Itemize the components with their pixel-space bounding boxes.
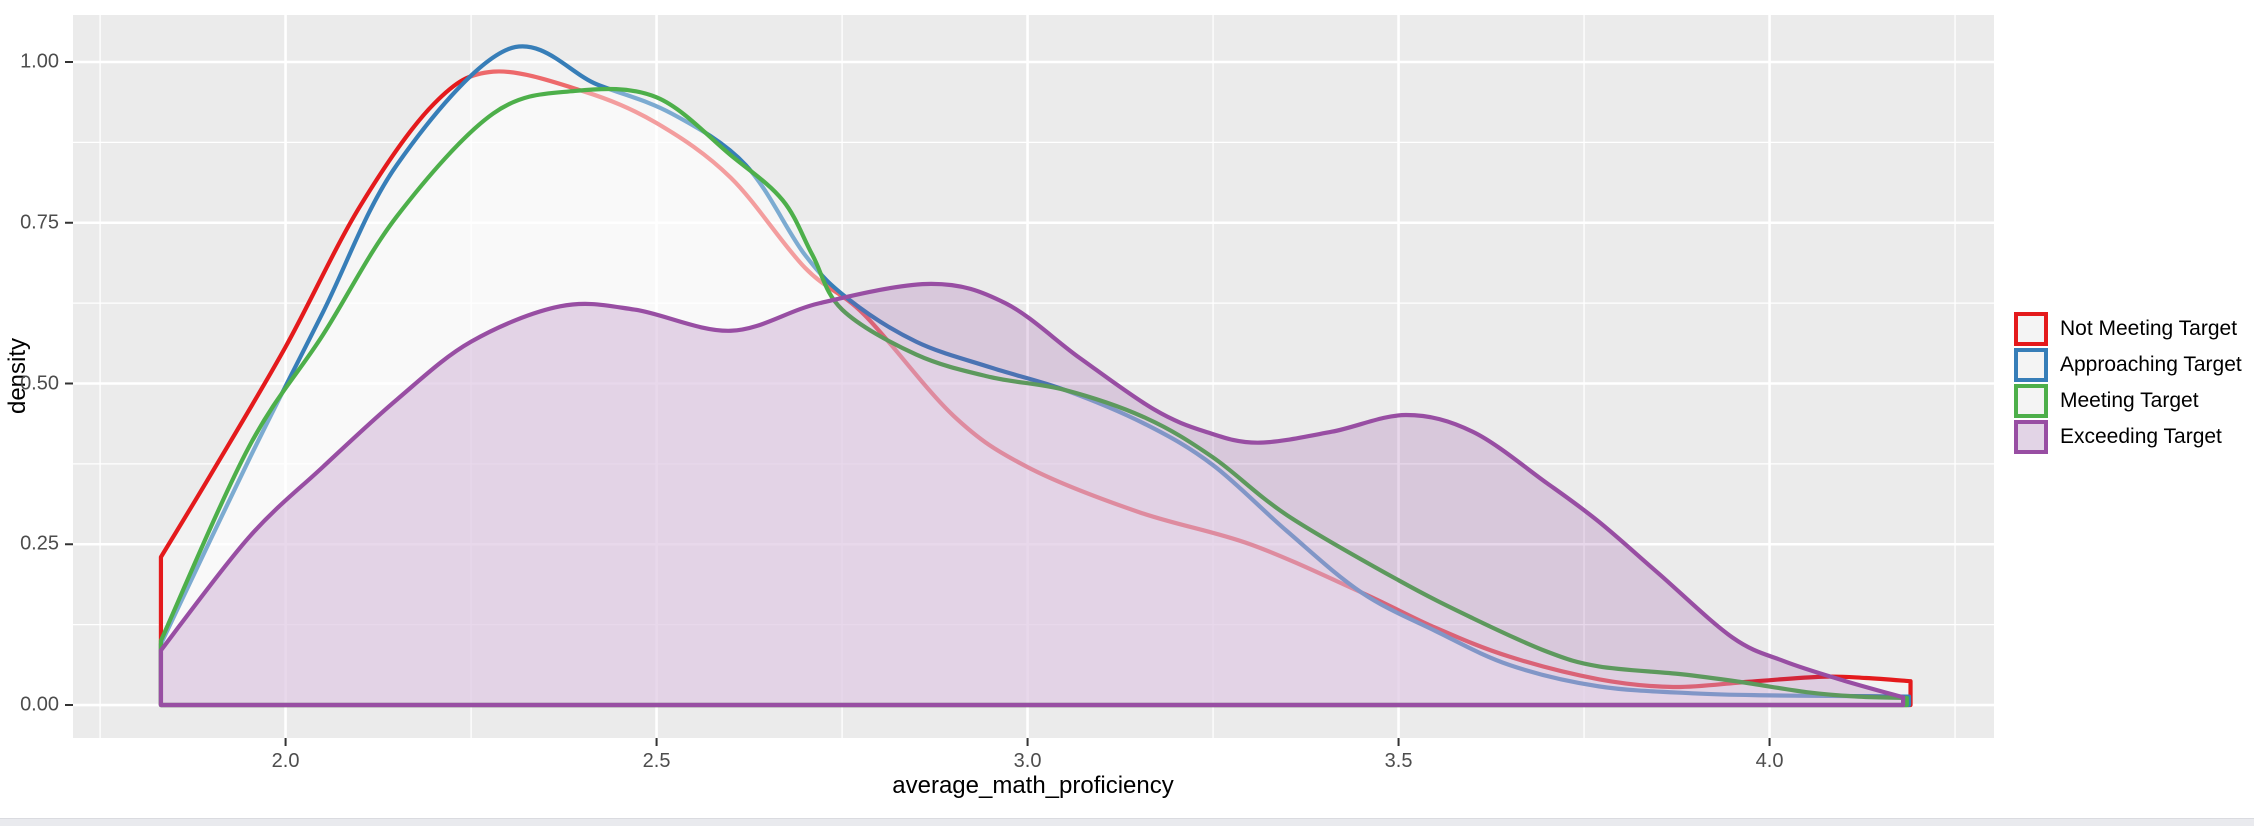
x-tick-label: 2.0 [271, 750, 300, 772]
density-curve-1 [158, 44, 1912, 708]
density-curve-3 [158, 281, 1906, 708]
legend-key-swatch [2014, 420, 2048, 454]
legend-item-2: Meeting Target [2014, 384, 2242, 418]
y-tick-label: 0.50 [20, 372, 59, 394]
x-tick-label: 3.5 [1384, 750, 1413, 772]
legend-key-swatch [2014, 312, 2048, 346]
legend-label: Exceeding Target [2060, 425, 2222, 448]
window-bottom-edge [0, 818, 2254, 826]
legend-item-0: Not Meeting Target [2014, 312, 2242, 346]
legend-key-swatch [2014, 348, 2048, 382]
density-curves [158, 44, 1913, 708]
y-tick-label: 0.75 [20, 211, 59, 234]
legend-label: Not Meeting Target [2060, 317, 2238, 340]
y-tick-label: 0.00 [20, 693, 59, 716]
x-tick-label: 3.0 [1013, 750, 1042, 772]
x-tick-label: 4.0 [1755, 750, 1784, 772]
density-curve-2 [158, 86, 1909, 708]
legend-label: Meeting Target [2060, 389, 2199, 412]
y-tick-label: 1.00 [20, 50, 59, 73]
x-axis-title: average_math_proficiency [892, 772, 1174, 799]
y-tick-label: 0.25 [20, 532, 59, 555]
x-tick-label: 2.5 [642, 750, 671, 772]
legend-item-3: Exceeding Target [2014, 420, 2242, 454]
legend-key-swatch [2014, 384, 2048, 418]
legend-item-1: Approaching Target [2014, 348, 2242, 382]
plot-panel [73, 15, 1994, 738]
legend: Not Meeting Target Approaching Target Meet… [2014, 312, 2242, 456]
legend-label: Approaching Target [2060, 353, 2242, 376]
density-curve-0 [158, 69, 1913, 708]
